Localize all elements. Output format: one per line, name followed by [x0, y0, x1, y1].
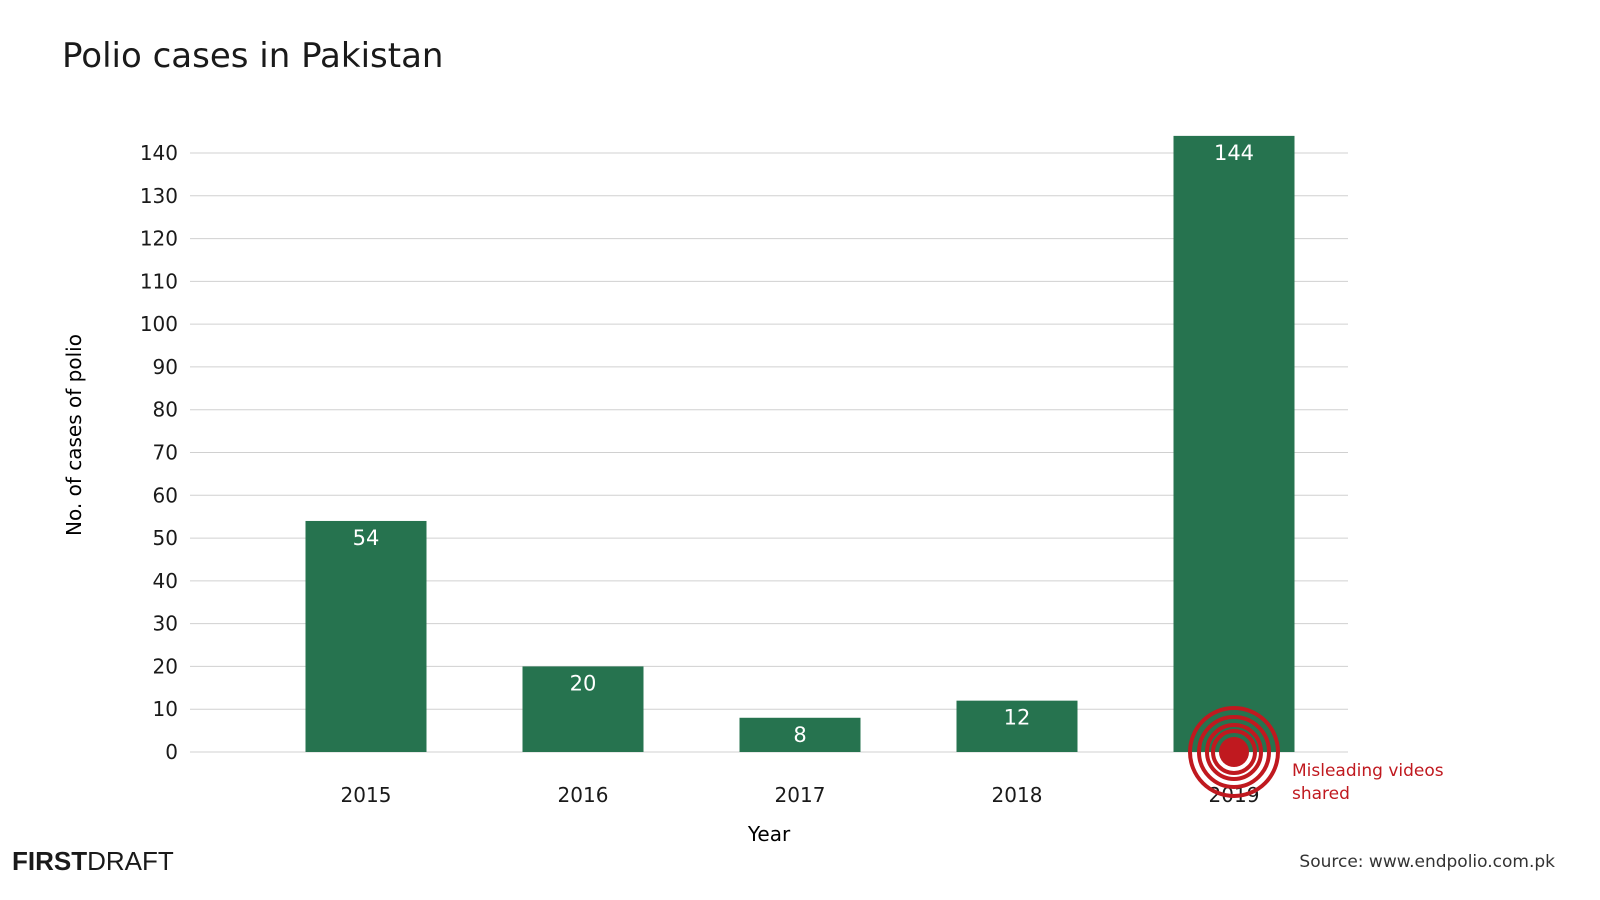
y-tick-label: 0	[165, 740, 178, 764]
bar-2017	[739, 717, 861, 752]
x-tick-label: 2016	[558, 783, 609, 807]
target-ring-icon	[1205, 723, 1263, 781]
logo-bold: FIRST	[12, 846, 88, 876]
data-label: 54	[353, 526, 380, 550]
y-tick-label: 110	[140, 269, 178, 293]
source-note: Source: www.endpolio.com.pk	[1299, 852, 1555, 872]
y-tick-label: 80	[153, 398, 178, 422]
bar-2016	[522, 666, 644, 752]
data-label: 12	[1004, 706, 1031, 730]
firstdraft-logo: FIRSTDRAFT	[12, 846, 174, 877]
target-ring-icon	[1211, 729, 1257, 775]
y-tick-label: 130	[140, 184, 178, 208]
y-tick-label: 90	[153, 355, 178, 379]
annotation-text: shared	[1292, 784, 1350, 804]
y-tick-label: 50	[153, 526, 178, 550]
annotation-text: Misleading videos	[1292, 761, 1444, 781]
y-tick-label: 60	[153, 483, 178, 507]
data-label: 144	[1214, 141, 1254, 165]
target-center-icon	[1219, 737, 1249, 767]
bar-2018	[956, 700, 1078, 752]
bar-2019	[1173, 135, 1295, 752]
data-label: 8	[793, 723, 806, 747]
chart-title: Polio cases in Pakistan	[62, 36, 444, 76]
y-tick-label: 40	[153, 569, 178, 593]
x-axis-title: Year	[747, 822, 791, 846]
y-tick-label: 120	[140, 227, 178, 251]
target-ring-icon	[1188, 706, 1280, 798]
data-label: 20	[570, 671, 597, 695]
target-ring-icon	[1197, 715, 1271, 789]
y-tick-label: 100	[140, 312, 178, 336]
y-axis-title: No. of cases of polio	[62, 334, 86, 536]
y-tick-label: 70	[153, 441, 178, 465]
y-tick-label: 140	[140, 141, 178, 165]
logo-light: DRAFT	[87, 846, 174, 876]
x-tick-label: 2017	[775, 783, 826, 807]
y-tick-label: 20	[153, 654, 178, 678]
bar-2015	[305, 520, 427, 752]
x-tick-label: 2018	[992, 783, 1043, 807]
y-tick-label: 10	[153, 697, 178, 721]
y-tick-label: 30	[153, 612, 178, 636]
x-tick-label: 2015	[341, 783, 392, 807]
